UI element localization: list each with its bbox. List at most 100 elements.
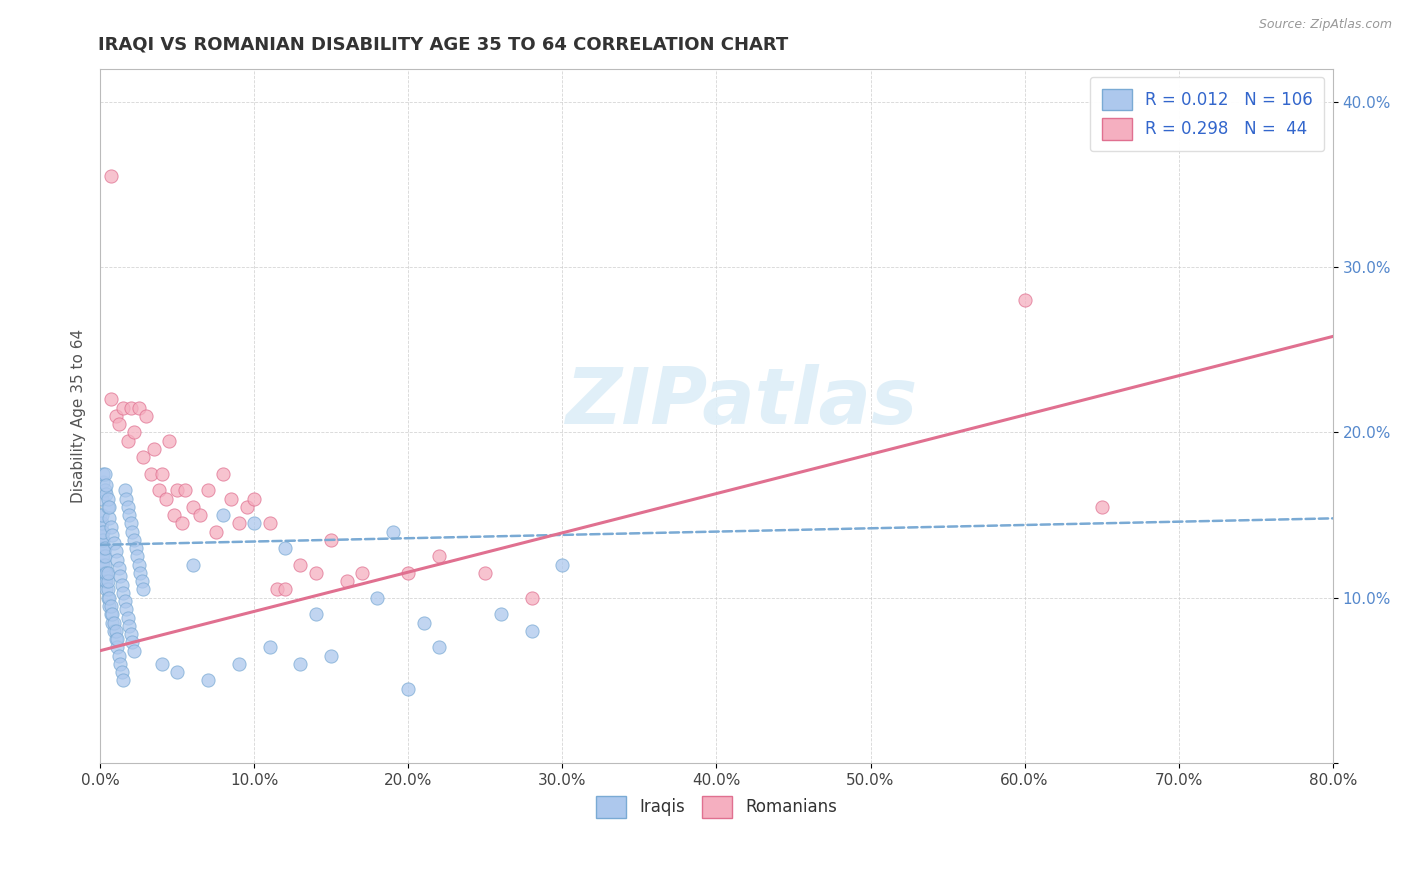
Point: [128, 558, 150, 572]
Point: [90, 558, 112, 572]
Point: [170, 516, 193, 531]
Point: [124, 541, 146, 555]
Point: [150, 657, 173, 671]
Point: [305, 607, 328, 622]
Point: [107, 417, 129, 431]
Point: [112, 586, 135, 600]
Point: [94, 467, 117, 481]
Point: [551, 558, 574, 572]
Point: [90, 533, 112, 547]
Point: [118, 619, 141, 633]
Point: [111, 577, 134, 591]
Point: [94, 541, 117, 555]
Point: [212, 508, 235, 522]
Point: [97, 574, 120, 589]
Point: [120, 401, 142, 415]
Point: [89, 524, 111, 539]
Text: Source: ZipAtlas.com: Source: ZipAtlas.com: [1258, 18, 1392, 31]
Point: [122, 643, 145, 657]
Point: [101, 528, 124, 542]
Point: [114, 594, 136, 608]
Point: [91, 467, 114, 481]
Point: [228, 516, 250, 531]
Point: [427, 549, 450, 564]
Point: [197, 483, 219, 498]
Text: IRAQI VS ROMANIAN DISABILITY AGE 35 TO 64 CORRELATION CHART: IRAQI VS ROMANIAN DISABILITY AGE 35 TO 6…: [98, 36, 789, 54]
Point: [381, 524, 404, 539]
Point: [120, 627, 142, 641]
Point: [96, 486, 118, 500]
Point: [163, 508, 186, 522]
Point: [91, 475, 114, 489]
Point: [90, 524, 112, 539]
Y-axis label: Disability Age 35 to 64: Disability Age 35 to 64: [72, 329, 86, 503]
Point: [290, 558, 312, 572]
Point: [1091, 500, 1114, 514]
Point: [396, 681, 419, 696]
Point: [188, 508, 211, 522]
Point: [427, 640, 450, 655]
Point: [135, 409, 157, 423]
Point: [108, 569, 131, 583]
Point: [103, 536, 125, 550]
Point: [150, 467, 173, 481]
Point: [412, 615, 434, 630]
Point: [117, 500, 139, 514]
Point: [243, 491, 266, 506]
Point: [117, 434, 139, 448]
Point: [181, 558, 204, 572]
Point: [274, 541, 297, 555]
Point: [98, 500, 121, 514]
Point: [166, 483, 188, 498]
Point: [111, 665, 134, 680]
Point: [97, 566, 120, 580]
Point: [128, 401, 150, 415]
Point: [115, 602, 138, 616]
Point: [96, 478, 118, 492]
Point: [89, 516, 111, 531]
Point: [181, 500, 204, 514]
Point: [91, 549, 114, 564]
Point: [219, 491, 242, 506]
Point: [104, 632, 127, 646]
Point: [266, 582, 288, 597]
Point: [197, 673, 219, 688]
Point: [94, 549, 117, 564]
Point: [108, 657, 131, 671]
Point: [520, 591, 543, 605]
Point: [290, 657, 312, 671]
Point: [155, 491, 177, 506]
Point: [274, 582, 297, 597]
Point: [91, 558, 114, 572]
Point: [100, 519, 122, 533]
Point: [100, 599, 122, 613]
Point: [122, 425, 145, 440]
Point: [103, 615, 125, 630]
Point: [204, 524, 226, 539]
Point: [520, 624, 543, 638]
Point: [235, 500, 257, 514]
Point: [94, 558, 117, 572]
Point: [366, 591, 388, 605]
Point: [132, 582, 155, 597]
Point: [89, 508, 111, 522]
Point: [107, 561, 129, 575]
Point: [101, 615, 124, 630]
Point: [105, 632, 128, 646]
Point: [129, 566, 152, 580]
Point: [94, 566, 117, 580]
Point: [104, 409, 127, 423]
Point: [127, 549, 149, 564]
Point: [104, 544, 127, 558]
Point: [228, 657, 250, 671]
Point: [321, 648, 343, 663]
Point: [89, 541, 111, 555]
Point: [89, 533, 111, 547]
Point: [474, 566, 496, 580]
Point: [120, 516, 142, 531]
Point: [1014, 293, 1036, 307]
Point: [112, 401, 135, 415]
Point: [122, 533, 145, 547]
Point: [96, 582, 118, 597]
Point: [98, 511, 121, 525]
